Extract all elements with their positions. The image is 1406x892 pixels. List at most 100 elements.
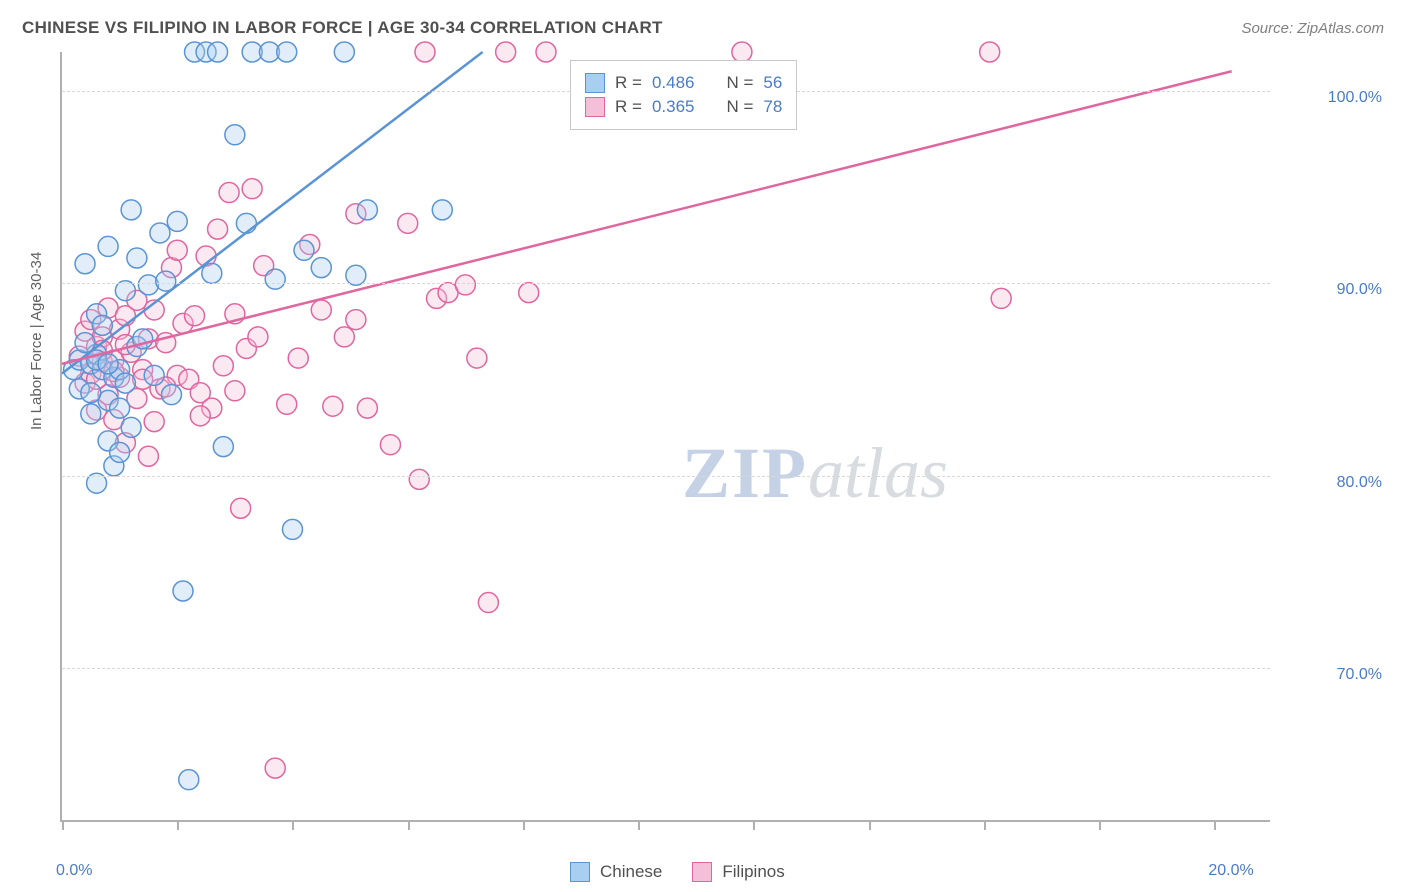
scatter-point xyxy=(81,383,101,403)
scatter-point xyxy=(98,236,118,256)
scatter-point xyxy=(219,183,239,203)
legend-r-label: R = xyxy=(615,73,642,93)
scatter-point xyxy=(213,437,233,457)
legend-n-label: N = xyxy=(726,97,753,117)
grid-line xyxy=(62,668,1270,669)
chart-container: CHINESE VS FILIPINO IN LABOR FORCE | AGE… xyxy=(0,0,1406,892)
series-legend: Chinese Filipinos xyxy=(570,862,785,882)
y-tick-label: 80.0% xyxy=(1337,474,1382,492)
scatter-point xyxy=(121,417,141,437)
legend-row-filipinos: R = 0.365 N = 78 xyxy=(585,97,782,117)
scatter-point xyxy=(127,248,147,268)
scatter-point xyxy=(357,398,377,418)
x-tick xyxy=(984,820,986,830)
scatter-point xyxy=(415,42,435,62)
scatter-point xyxy=(380,435,400,455)
legend-n-label: N = xyxy=(726,73,753,93)
y-axis-label: In Labor Force | Age 30-34 xyxy=(28,252,45,430)
scatter-point xyxy=(265,269,285,289)
y-tick-label: 100.0% xyxy=(1328,89,1382,107)
x-tick-label: 0.0% xyxy=(56,862,92,880)
scatter-point xyxy=(248,327,268,347)
scatter-point xyxy=(150,223,170,243)
scatter-point xyxy=(115,373,135,393)
scatter-point xyxy=(346,310,366,330)
source-attribution: Source: ZipAtlas.com xyxy=(1241,20,1384,37)
legend-item-filipinos: Filipinos xyxy=(692,862,784,882)
scatter-point xyxy=(138,446,158,466)
scatter-point xyxy=(294,240,314,260)
scatter-point xyxy=(432,200,452,220)
legend-swatch-chinese xyxy=(585,73,605,93)
legend-item-chinese: Chinese xyxy=(570,862,662,882)
scatter-point xyxy=(167,240,187,260)
chart-title: CHINESE VS FILIPINO IN LABOR FORCE | AGE… xyxy=(22,18,663,38)
scatter-point xyxy=(208,42,228,62)
scatter-point xyxy=(110,442,130,462)
x-tick xyxy=(523,820,525,830)
scatter-point xyxy=(75,254,95,274)
y-tick-label: 90.0% xyxy=(1337,281,1382,299)
scatter-point xyxy=(208,219,228,239)
scatter-point xyxy=(991,288,1011,308)
scatter-point xyxy=(277,394,297,414)
scatter-point xyxy=(144,412,164,432)
scatter-point xyxy=(282,519,302,539)
legend-swatch-chinese xyxy=(570,862,590,882)
plot-area: ZIPatlas xyxy=(60,52,1270,822)
grid-line xyxy=(62,476,1270,477)
legend-label: Filipinos xyxy=(722,862,784,882)
legend-label: Chinese xyxy=(600,862,662,882)
scatter-point xyxy=(334,42,354,62)
scatter-point xyxy=(138,275,158,295)
scatter-point xyxy=(467,348,487,368)
scatter-point xyxy=(213,356,233,376)
scatter-point xyxy=(242,179,262,199)
scatter-point xyxy=(98,354,118,374)
scatter-point xyxy=(167,211,187,231)
scatter-point xyxy=(225,381,245,401)
correlation-legend: R = 0.486 N = 56 R = 0.365 N = 78 xyxy=(570,60,797,130)
x-tick xyxy=(177,820,179,830)
scatter-point xyxy=(732,42,752,62)
scatter-point xyxy=(455,275,475,295)
x-tick xyxy=(638,820,640,830)
scatter-point xyxy=(277,42,297,62)
x-tick xyxy=(62,820,64,830)
scatter-plot-svg xyxy=(62,52,1270,820)
x-tick xyxy=(869,820,871,830)
x-tick xyxy=(292,820,294,830)
scatter-point xyxy=(311,300,331,320)
grid-line xyxy=(62,283,1270,284)
scatter-point xyxy=(144,365,164,385)
scatter-point xyxy=(190,406,210,426)
scatter-point xyxy=(334,327,354,347)
legend-row-chinese: R = 0.486 N = 56 xyxy=(585,73,782,93)
legend-r-value: 0.486 xyxy=(652,73,695,93)
scatter-point xyxy=(536,42,556,62)
scatter-point xyxy=(323,396,343,416)
scatter-point xyxy=(81,404,101,424)
scatter-point xyxy=(185,306,205,326)
scatter-point xyxy=(225,125,245,145)
scatter-point xyxy=(478,593,498,613)
scatter-point xyxy=(496,42,516,62)
legend-n-value: 78 xyxy=(763,97,782,117)
scatter-point xyxy=(121,200,141,220)
x-tick-label: 20.0% xyxy=(1208,862,1253,880)
scatter-point xyxy=(288,348,308,368)
scatter-point xyxy=(110,398,130,418)
scatter-point xyxy=(409,469,429,489)
legend-swatch-filipinos xyxy=(585,97,605,117)
legend-r-value: 0.365 xyxy=(652,97,695,117)
x-tick xyxy=(753,820,755,830)
y-tick-label: 70.0% xyxy=(1337,666,1382,684)
scatter-point xyxy=(161,385,181,405)
scatter-point xyxy=(311,258,331,278)
scatter-point xyxy=(173,581,193,601)
scatter-point xyxy=(236,213,256,233)
scatter-point xyxy=(202,263,222,283)
scatter-point xyxy=(398,213,418,233)
scatter-point xyxy=(519,283,539,303)
legend-n-value: 56 xyxy=(763,73,782,93)
